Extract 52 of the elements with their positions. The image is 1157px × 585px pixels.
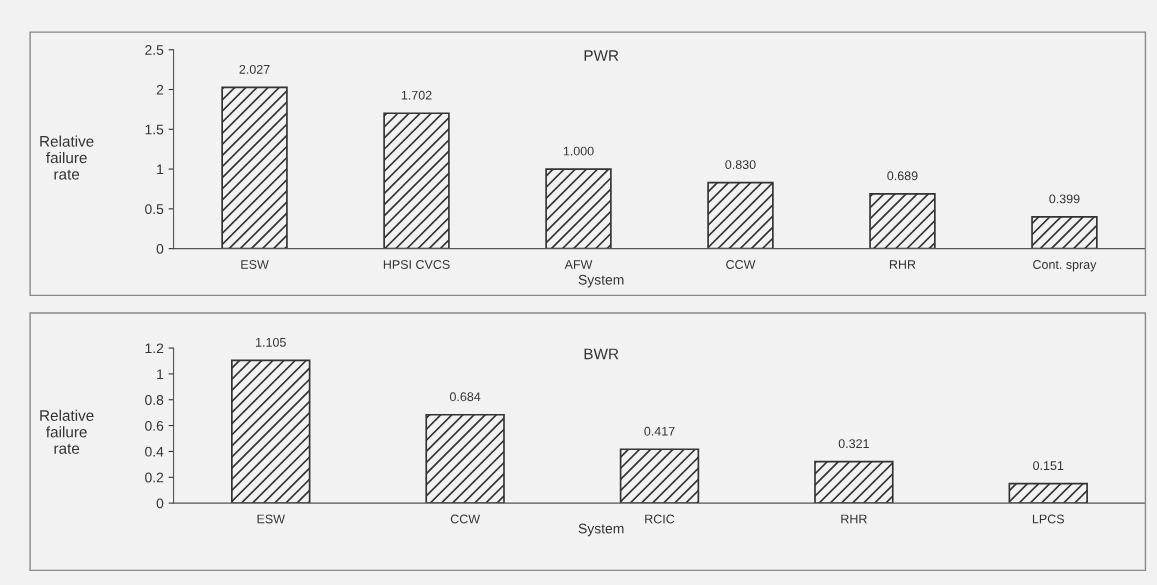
bar	[221, 86, 288, 249]
y-tick-label: 1	[157, 369, 164, 379]
bar	[707, 181, 774, 249]
y-tick-label: 0.4	[145, 446, 164, 457]
y-tick-label: 1.2	[145, 343, 164, 354]
y-tick-label: 0	[156, 243, 164, 254]
y-tick-label: 1	[157, 164, 164, 175]
bar	[869, 192, 936, 249]
data-label: 0.684	[449, 392, 481, 402]
y-tick-label: 1.5	[145, 124, 164, 135]
data-label: 0.321	[838, 439, 869, 449]
x-tick-label: CCW	[450, 514, 480, 524]
x-tick-label: AFW	[564, 260, 593, 269]
bar	[545, 168, 612, 249]
chart-title: BWR	[584, 348, 619, 360]
data-label: 2.027	[239, 64, 270, 74]
data-label: 0.830	[725, 160, 756, 170]
x-tick-label: ESW	[241, 260, 269, 269]
x-tick-label: CCW	[726, 260, 756, 269]
data-label: 1.702	[401, 90, 432, 100]
y-tick-label: 0.6	[145, 420, 164, 431]
data-label: 0.417	[644, 426, 675, 436]
y-axis-title: Relative failure rate	[40, 409, 94, 454]
bar	[1008, 482, 1088, 504]
chart-title: PWR	[584, 50, 619, 61]
data-label: 0.399	[1049, 194, 1080, 204]
y-tick-label: 2	[156, 84, 164, 95]
x-tick-label: RHR	[889, 260, 916, 269]
y-tick-label: 0.8	[145, 395, 164, 405]
bar	[425, 413, 505, 504]
y-tick-label: 0.5	[145, 204, 164, 215]
x-tick-label: RCIC	[645, 514, 675, 524]
x-tick-label: HPSI CVCS	[383, 260, 450, 269]
x-tick-label: Cont. spray	[1033, 260, 1097, 272]
x-axis-title: System	[578, 523, 624, 537]
bar	[814, 460, 894, 504]
x-tick-label: ESW	[257, 514, 285, 524]
bar	[1031, 216, 1098, 249]
data-label: 1.105	[256, 337, 286, 347]
x-tick-label: RHR	[841, 514, 867, 524]
y-tick-label: 0.2	[145, 472, 164, 483]
bar	[231, 359, 311, 504]
data-label: 0.689	[887, 171, 918, 181]
y-tick-label: 0	[156, 498, 164, 509]
y-axis-title: Relative failure rate	[40, 135, 94, 180]
data-label: 1.000	[563, 146, 594, 156]
y-tick-label: 2.5	[145, 45, 164, 55]
data-label: 0.151	[1033, 461, 1064, 471]
bar	[383, 112, 450, 249]
x-axis-title: System	[578, 274, 624, 288]
bar	[619, 448, 700, 504]
x-tick-label: LPCS	[1032, 514, 1064, 524]
